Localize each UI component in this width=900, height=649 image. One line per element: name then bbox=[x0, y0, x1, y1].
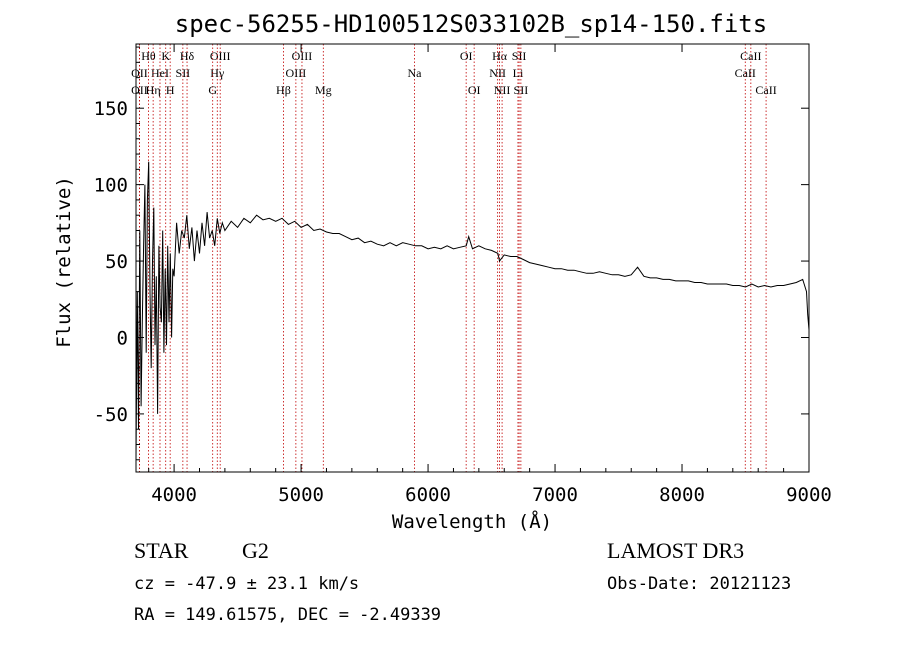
line-label-6: SII bbox=[176, 66, 191, 80]
line-label-11: G bbox=[208, 83, 217, 97]
line-label-16: Na bbox=[407, 66, 422, 80]
line-label-21: NII bbox=[494, 83, 511, 97]
line-label-10: Hγ bbox=[210, 66, 225, 80]
line-label-15: Mg bbox=[315, 83, 332, 97]
line-label-7: H bbox=[166, 83, 175, 97]
x-tick-label-1: 5000 bbox=[278, 484, 324, 506]
x-tick-label-5: 9000 bbox=[786, 484, 832, 506]
line-label-0: Hθ bbox=[141, 49, 156, 63]
line-label-2: OII bbox=[131, 83, 148, 97]
line-label-9: OIII bbox=[210, 49, 231, 63]
coordinates: RA = 149.61575, DEC = -2.49339 bbox=[134, 605, 441, 625]
line-label-26: CaII bbox=[735, 66, 756, 80]
redshift-value: cz = -47.9 ± 23.1 km/s bbox=[134, 574, 359, 594]
x-axis-label: Wavelength (Å) bbox=[392, 510, 552, 533]
series-layer bbox=[135, 161, 810, 460]
line-label-25: CaII bbox=[740, 49, 761, 63]
y-axis-label: Flux (relative) bbox=[53, 176, 75, 348]
line-label-23: Li bbox=[513, 66, 524, 80]
line-label-17: OI bbox=[460, 49, 473, 63]
line-label-18: OI bbox=[468, 83, 481, 97]
x-tick-label-0: 4000 bbox=[151, 484, 197, 506]
line-label-20: NII bbox=[489, 66, 506, 80]
survey-name: LAMOST DR3 bbox=[607, 538, 744, 563]
line-label-8: Hδ bbox=[180, 49, 195, 63]
y-tick-label-2: 50 bbox=[105, 251, 128, 273]
flux-line bbox=[135, 161, 810, 460]
line-label-19: Hα bbox=[492, 49, 508, 63]
line-label-27: CaII bbox=[755, 83, 776, 97]
object-subclass: G2 bbox=[242, 538, 269, 563]
obs-date: Obs-Date: 20121123 bbox=[607, 574, 791, 594]
y-tick-label-1: 0 bbox=[117, 327, 128, 349]
line-label-4: Hη bbox=[146, 83, 161, 97]
line-label-22: SII bbox=[512, 49, 527, 63]
line-label-12: Hβ bbox=[276, 83, 291, 97]
y-tick-label-0: -50 bbox=[94, 404, 128, 426]
y-tick-label-4: 150 bbox=[94, 98, 128, 120]
line-label-5: K bbox=[161, 49, 170, 63]
y-tick-label-3: 100 bbox=[94, 175, 128, 197]
x-tick-label-3: 7000 bbox=[532, 484, 578, 506]
line-label-14: OIII bbox=[286, 66, 307, 80]
x-tick-label-2: 6000 bbox=[405, 484, 451, 506]
axis-ticks: 4000 5000 6000 7000 8000 9000 -50 0 50 100 150 bbox=[94, 44, 832, 506]
plot-frame bbox=[135, 43, 810, 473]
object-class: STAR bbox=[134, 538, 189, 563]
line-label-13: OIII bbox=[292, 49, 313, 63]
x-tick-label-4: 8000 bbox=[659, 484, 705, 506]
chart-title: spec-56255-HD100512S033102B_sp14-150.fit… bbox=[175, 10, 767, 38]
line-label-3: HeI bbox=[151, 66, 169, 80]
line-label-24: SII bbox=[514, 83, 529, 97]
